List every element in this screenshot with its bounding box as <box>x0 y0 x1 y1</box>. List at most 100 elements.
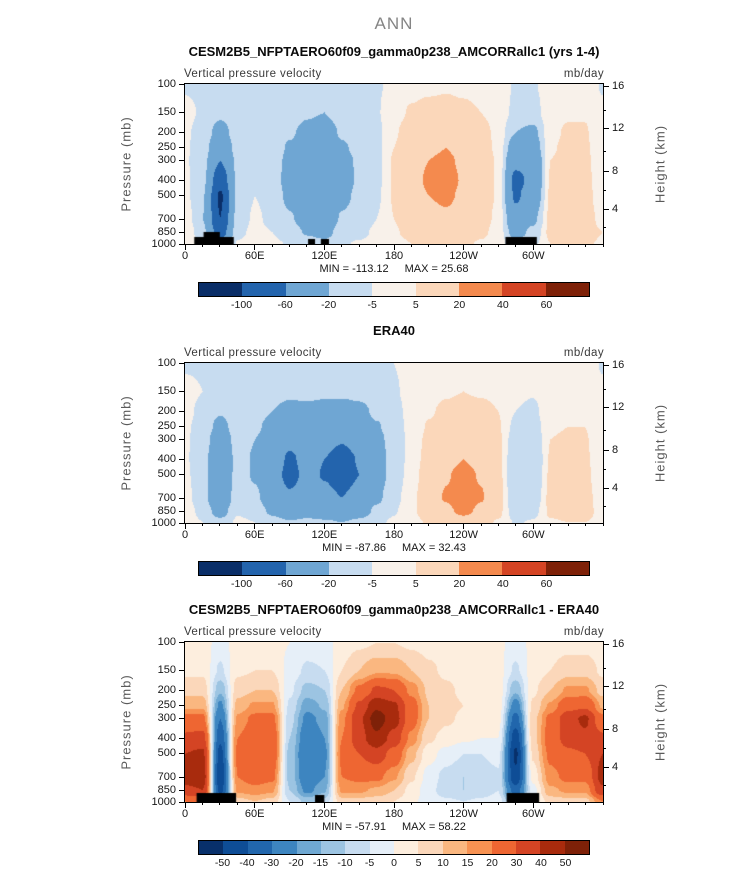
colorbar-cell <box>369 841 394 854</box>
pressure-tick <box>179 705 185 707</box>
lon-minor-tick <box>376 523 378 526</box>
pressure-tick <box>179 458 185 460</box>
height-tick <box>603 766 609 768</box>
pressure-tick-label: 700 <box>157 491 176 504</box>
pressure-tick-label: 850 <box>157 505 176 518</box>
colorbar-tick-label: -5 <box>367 299 377 311</box>
pressure-tick <box>179 522 185 524</box>
lon-minor-tick <box>567 802 569 805</box>
height-tick-label: 12 <box>612 680 625 693</box>
lon-minor-tick <box>341 523 343 526</box>
colorbar-tick-label: -15 <box>312 857 329 869</box>
height-tick-label: 12 <box>612 122 625 135</box>
panel-title: ERA40 <box>373 323 415 338</box>
colorbar-tick-label: -20 <box>321 299 337 311</box>
colorbar-cell <box>442 841 468 854</box>
lon-minor-tick <box>271 244 273 247</box>
min-value: MIN = -57.91 <box>322 821 386 833</box>
lon-tick <box>393 802 395 808</box>
lon-minor-tick <box>358 802 360 805</box>
colorbar-tick-label: -5 <box>364 857 375 869</box>
lon-tick-label: 180 <box>384 250 404 262</box>
height-minor-tick <box>603 110 606 112</box>
pressure-axis-title: Pressure (mb) <box>118 395 134 491</box>
height-tick <box>603 686 609 688</box>
lon-minor-tick <box>306 802 308 805</box>
pressure-tick <box>179 131 185 133</box>
colorbar-tick-label: -60 <box>277 578 293 590</box>
colorbar-tick-label: -10 <box>337 857 353 869</box>
colorbar-tick-label: -20 <box>288 857 304 869</box>
height-tick <box>603 407 609 409</box>
height-tick <box>603 86 609 88</box>
panel-difference: CESM2B5_NFPTAERO60f09_gamma0p238_AMCORRa… <box>0 602 733 871</box>
colorbar-cell <box>242 562 286 575</box>
lon-tick <box>393 244 395 250</box>
colorbar-tick-label: 60 <box>540 578 553 590</box>
lon-minor-tick <box>201 244 203 247</box>
colorbar: -100 -60 -20 -5 5 20 40 60 <box>198 561 590 592</box>
pressure-tick-label: 150 <box>157 105 176 118</box>
lon-tick-label: 60E <box>244 250 265 262</box>
pressure-tick-label: 1000 <box>151 237 176 250</box>
pressure-tick <box>179 179 185 181</box>
colorbar-tick-label: -100 <box>231 299 253 311</box>
lon-tick-label: 120E <box>311 808 338 820</box>
colorbar-cell <box>418 841 443 854</box>
pressure-tick <box>179 669 185 671</box>
pressure-tick <box>179 438 185 440</box>
colorbar-cell <box>320 841 346 854</box>
lon-tick-label: 180 <box>384 808 404 820</box>
lon-minor-tick <box>567 523 569 526</box>
pressure-tick-label: 200 <box>157 125 176 138</box>
lon-minor-tick <box>289 802 290 805</box>
colorbar-cell <box>415 562 459 575</box>
lon-tick <box>323 523 325 529</box>
height-axis-title: Height (km) <box>652 124 668 204</box>
colorbar-cell <box>296 841 321 854</box>
height-tick <box>603 487 609 489</box>
colorbar-cell <box>415 283 459 296</box>
colorbar-tick-label: 60 <box>540 299 553 311</box>
colorbar-cell <box>491 841 516 854</box>
lon-tick-label: 120W <box>449 529 479 541</box>
pressure-tick-label: 700 <box>157 770 176 783</box>
height-minor-tick <box>603 190 606 192</box>
height-tick <box>603 170 609 172</box>
lon-tick <box>254 523 256 529</box>
colorbar-tick-label: -30 <box>263 857 280 869</box>
colorbar-tick-label: 10 <box>437 857 449 869</box>
colorbar-cell <box>285 283 329 296</box>
lon-minor-tick <box>602 802 604 805</box>
contour-canvas <box>185 363 603 523</box>
lon-minor-tick <box>585 802 587 805</box>
height-minor-tick <box>603 748 606 750</box>
pressure-tick <box>179 426 185 428</box>
lon-minor-tick <box>219 802 221 805</box>
colorbar-cell <box>458 562 503 575</box>
colorbar-cell <box>372 283 416 296</box>
height-tick <box>603 128 609 130</box>
pressure-axis-title: Pressure (mb) <box>118 674 134 770</box>
lon-tick <box>184 802 186 808</box>
max-value: MAX = 25.68 <box>404 263 469 275</box>
colorbar-tick-label: -50 <box>214 857 231 869</box>
colorbar: -50 -40 -30 -20 -15 -10 -5 0 5 10 15 20 30 40 50 <box>198 840 590 871</box>
lon-minor-tick <box>515 802 517 805</box>
colorbar-cell <box>242 283 286 296</box>
lon-minor-tick <box>271 523 273 526</box>
lon-tick-label: 60E <box>244 529 265 541</box>
pressure-tick <box>179 218 185 220</box>
lon-minor-tick <box>480 523 482 526</box>
lon-minor-tick <box>236 523 238 526</box>
colorbar-cell <box>223 841 248 854</box>
max-value: MAX = 32.43 <box>401 542 466 554</box>
colorbar-cell <box>545 283 589 296</box>
pressure-tick-label: 700 <box>157 212 176 225</box>
lon-minor-tick <box>602 244 604 247</box>
colorbar-cell <box>247 841 273 854</box>
lon-tick <box>254 802 256 808</box>
pressure-tick <box>179 689 185 691</box>
lon-tick-label: 60W <box>522 250 545 262</box>
plot-area: Pressure (mb) Height (km) 100 150 200 250 30… <box>119 357 668 542</box>
